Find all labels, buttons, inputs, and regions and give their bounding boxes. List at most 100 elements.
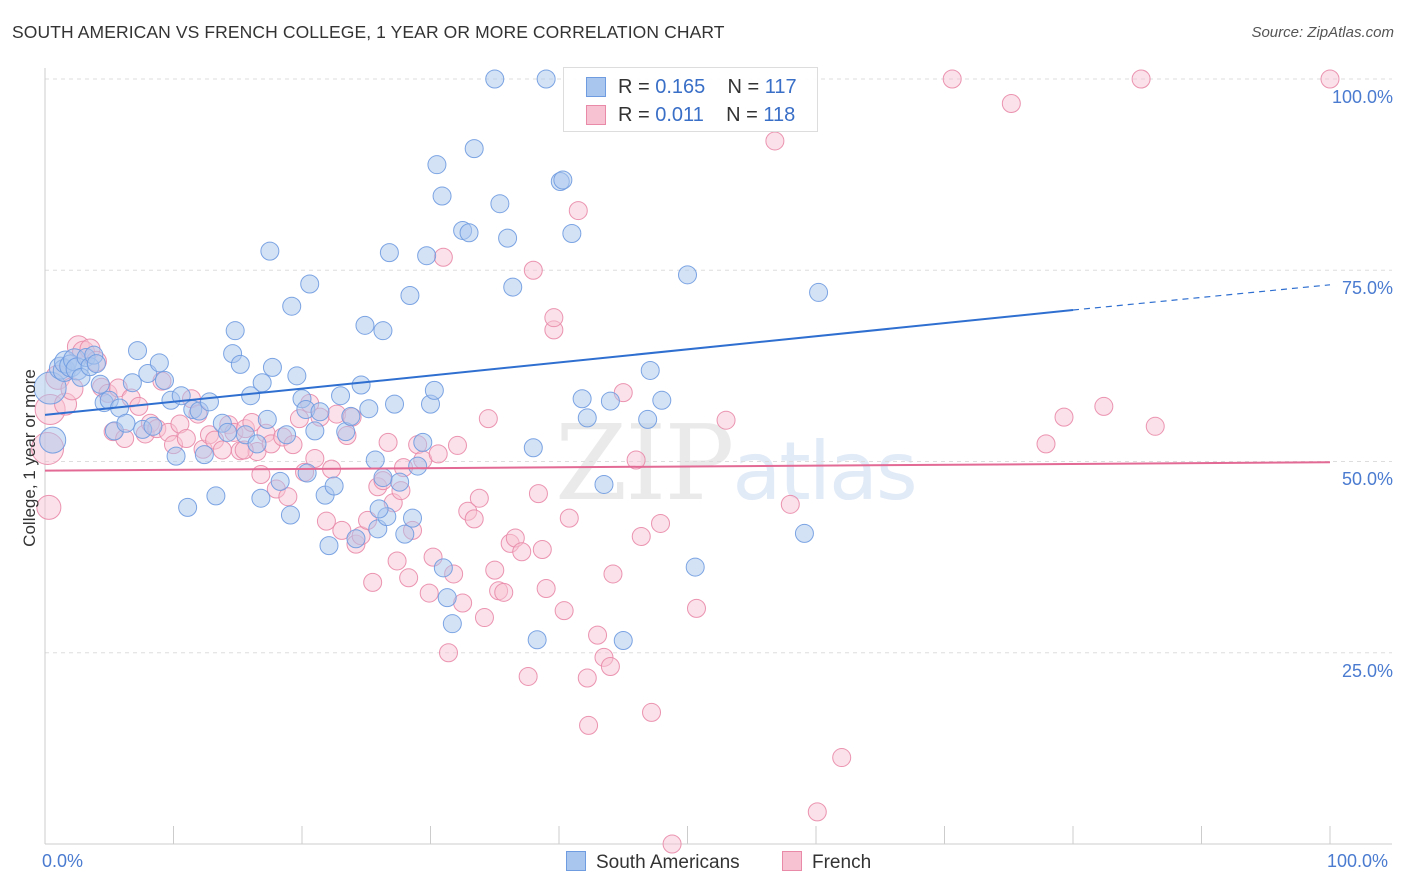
data-point [518, 666, 538, 686]
data-point [277, 425, 297, 445]
data-point [594, 474, 614, 494]
data-point [562, 224, 582, 244]
data-point [765, 131, 785, 151]
data-point [600, 391, 620, 411]
data-point [262, 357, 282, 377]
data-point [225, 321, 245, 341]
data-point [365, 450, 385, 470]
data-point [419, 583, 439, 603]
x-tick-label-min: 0.0% [42, 851, 84, 871]
data-point [427, 155, 447, 175]
trend-line-extension [1072, 284, 1331, 311]
data-point [498, 228, 518, 248]
data-point [686, 598, 706, 618]
bottom-legend-french: French [782, 851, 871, 874]
data-point [588, 625, 608, 645]
data-point [652, 390, 672, 410]
y-axis-label: College, 1 year or more [20, 369, 39, 547]
data-point [331, 386, 351, 406]
data-point [319, 536, 339, 556]
data-point [685, 557, 705, 577]
data-point [373, 468, 393, 488]
data-point [577, 408, 597, 428]
chart-title: SOUTH AMERICAN VS FRENCH COLLEGE, 1 YEAR… [12, 22, 725, 42]
data-point [642, 702, 662, 722]
data-point [379, 243, 399, 263]
data-point [638, 409, 658, 429]
data-point [536, 69, 556, 89]
legend: R = 0.165 N = 117 R = 0.011 N = 118 [563, 67, 818, 132]
data-point [251, 465, 271, 485]
data-point [86, 354, 106, 374]
data-point [155, 370, 175, 390]
legend-swatch-blue [586, 77, 606, 97]
data-point [206, 486, 226, 506]
trend-line-french [44, 461, 1331, 472]
data-point [116, 413, 136, 433]
data-point [387, 551, 407, 571]
data-point [640, 360, 660, 380]
data-point [385, 394, 405, 414]
data-point [351, 375, 371, 395]
data-point [305, 421, 325, 441]
data-point [251, 488, 271, 508]
data-point [478, 409, 498, 429]
r-label: R = [618, 76, 650, 98]
data-point [433, 247, 453, 267]
source-label: Source: ZipAtlas.com [1251, 24, 1394, 41]
legend-swatch-blue [566, 851, 586, 871]
data-point [310, 402, 330, 422]
data-point [447, 435, 467, 455]
data-point [424, 380, 444, 400]
data-point [230, 354, 250, 374]
data-point [464, 509, 484, 529]
data-point [579, 715, 599, 735]
data-point [512, 542, 532, 562]
data-point [469, 488, 489, 508]
data-point [282, 296, 302, 316]
data-point [1054, 407, 1074, 427]
trend-line-south-americans [44, 309, 1074, 416]
data-point [252, 373, 272, 393]
n-label: N = [726, 104, 758, 126]
data-point [678, 265, 697, 285]
data-point [442, 614, 462, 634]
x-tick-label-max: 100.0% [1327, 851, 1389, 871]
bottom-legend-south-americans: South Americans [566, 851, 740, 874]
data-point [437, 588, 457, 608]
data-point [600, 657, 620, 677]
series-name: French [812, 852, 872, 873]
data-point [287, 366, 307, 386]
r-value: 0.011 [655, 104, 704, 126]
data-point [1145, 416, 1165, 436]
data-point [257, 409, 277, 429]
data-point [780, 494, 800, 514]
legend-swatch-pink [586, 105, 606, 125]
data-point [807, 802, 827, 822]
data-point [260, 241, 280, 261]
watermark-atlas: atlas [732, 425, 917, 518]
data-point [559, 508, 579, 528]
data-point [399, 568, 419, 588]
data-point [553, 170, 573, 190]
data-point [603, 564, 623, 584]
data-point [528, 484, 548, 504]
data-point [390, 472, 410, 492]
data-point [194, 445, 214, 465]
data-point [300, 274, 320, 294]
data-point [631, 526, 651, 546]
data-point [36, 494, 62, 520]
y-tick-label: 25.0% [1341, 661, 1393, 681]
data-point [716, 410, 736, 430]
data-point [503, 277, 523, 297]
data-point [433, 558, 453, 578]
n-value: 118 [763, 104, 796, 126]
data-point [395, 524, 415, 544]
data-point [536, 578, 556, 598]
data-point [400, 285, 420, 305]
data-point [122, 373, 142, 393]
data-point [485, 560, 505, 580]
data-point [809, 282, 829, 302]
data-point [217, 422, 237, 442]
